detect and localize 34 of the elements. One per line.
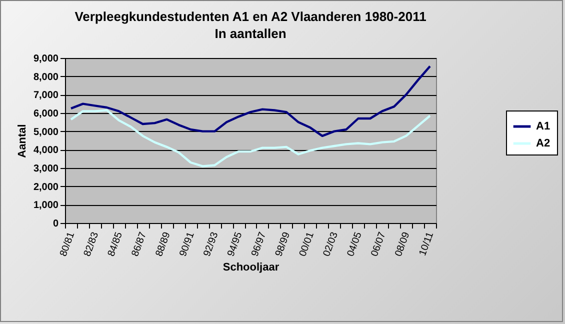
- chart-title: Verpleegkundestudenten A1 en A2 Vlaanderen 1980-2011: [74, 9, 426, 24]
- x-tick-label: 98/99: [274, 230, 293, 258]
- x-tick-label: 08/09: [393, 230, 412, 258]
- y-tick-label: 5,000: [33, 126, 59, 138]
- x-axis-title: Schooljaar: [222, 262, 280, 274]
- x-tick-label: 04/05: [345, 230, 364, 258]
- x-tick-label: 84/85: [106, 230, 126, 258]
- y-tick-label: 0: [52, 218, 59, 230]
- x-tick-label: 02/03: [322, 230, 341, 258]
- x-tick-label: 06/07: [369, 230, 388, 258]
- y-tick-label: 6,000: [33, 108, 59, 120]
- x-tick-label: 86/87: [130, 230, 150, 258]
- y-tick-label: 1,000: [33, 200, 59, 212]
- x-tick-label: 80/81: [58, 230, 78, 258]
- x-tick-label: 90/91: [178, 230, 197, 258]
- chart-subtitle: In aantallen: [214, 26, 286, 41]
- y-tick-label: 9,000: [33, 54, 59, 64]
- x-tick-label: 10/11: [418, 230, 436, 258]
- legend-label: A1: [536, 120, 550, 132]
- y-axis-title: Aantal: [16, 124, 28, 158]
- y-tick-label: 7,000: [33, 90, 59, 102]
- line-series: [70, 109, 432, 168]
- x-tick-label: 00/01: [298, 230, 317, 258]
- line-series: [70, 65, 432, 138]
- x-tick-label: 92/93: [202, 230, 221, 258]
- x-tick-label: 96/97: [250, 230, 269, 258]
- y-tick-label: 2,000: [33, 182, 59, 193]
- x-tick-label: 88/89: [154, 230, 174, 258]
- x-tick-label: 94/95: [226, 230, 245, 258]
- y-tick-label: 4,000: [33, 145, 59, 156]
- y-tick-label: 8,000: [33, 72, 59, 83]
- y-tick-label: 3,000: [33, 164, 59, 174]
- x-tick-label: 82/83: [82, 230, 102, 258]
- legend-label: A2: [536, 138, 550, 150]
